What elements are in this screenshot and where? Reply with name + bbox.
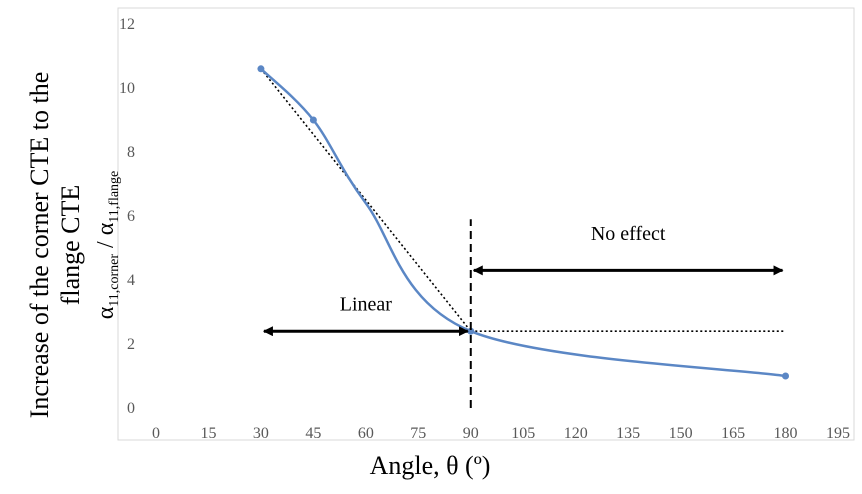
annotation-label: No effect [591, 223, 666, 245]
x-tick-label: 180 [774, 425, 798, 442]
x-tick-label: 135 [616, 425, 640, 442]
y-label-sub2: 11,flange [107, 171, 122, 223]
annotations: Linear No effect [262, 219, 784, 408]
y-axis-label-line1: Increase of the corner CTE to the [25, 72, 54, 419]
annotation-label: Linear [340, 293, 393, 315]
x-tick-label: 195 [826, 425, 850, 442]
trendline [260, 68, 472, 332]
data-point [309, 116, 317, 124]
x-tick-label: 60 [358, 425, 374, 442]
y-tick-label: 12 [119, 16, 135, 33]
x-tick-label: 45 [305, 425, 321, 442]
x-tick-label: 150 [669, 425, 693, 442]
y-tick-label: 6 [127, 208, 135, 225]
y-tick-label: 8 [127, 144, 135, 161]
x-tick-label: 0 [152, 425, 160, 442]
x-tick-label: 30 [253, 425, 269, 442]
y-label-mid: / α [93, 222, 119, 254]
x-tick-label: 75 [410, 425, 426, 442]
x-axis-label: Angle, θ (º) [370, 451, 491, 480]
marks [257, 65, 790, 380]
plot-area [117, 7, 855, 441]
axes: 0 15 30 45 60 75 90 105 120 135 150 165 180 195 0 2 4 6 8 1… [119, 16, 850, 442]
y-axis-label-line3: α11,corner / α11,flange [93, 171, 122, 320]
x-tick-label: 120 [564, 425, 588, 442]
y-axis-label-line2: flange CTE [56, 185, 85, 306]
data-point [257, 65, 265, 73]
y-axis-label: Increase of the corner CTE to the flange… [25, 72, 122, 419]
data-point [467, 327, 475, 335]
y-tick-label: 4 [127, 272, 135, 289]
x-tick-label: 165 [721, 425, 745, 442]
data-point [782, 372, 790, 380]
y-label-alpha1: α [93, 306, 119, 319]
y-tick-label: 2 [127, 336, 135, 353]
y-tick-label: 10 [119, 80, 135, 97]
y-label-sub1: 11,corner [107, 254, 122, 307]
x-tick-label: 15 [200, 425, 216, 442]
x-tick-label: 90 [463, 425, 479, 442]
y-tick-label: 0 [127, 400, 135, 417]
x-tick-label: 105 [511, 425, 535, 442]
